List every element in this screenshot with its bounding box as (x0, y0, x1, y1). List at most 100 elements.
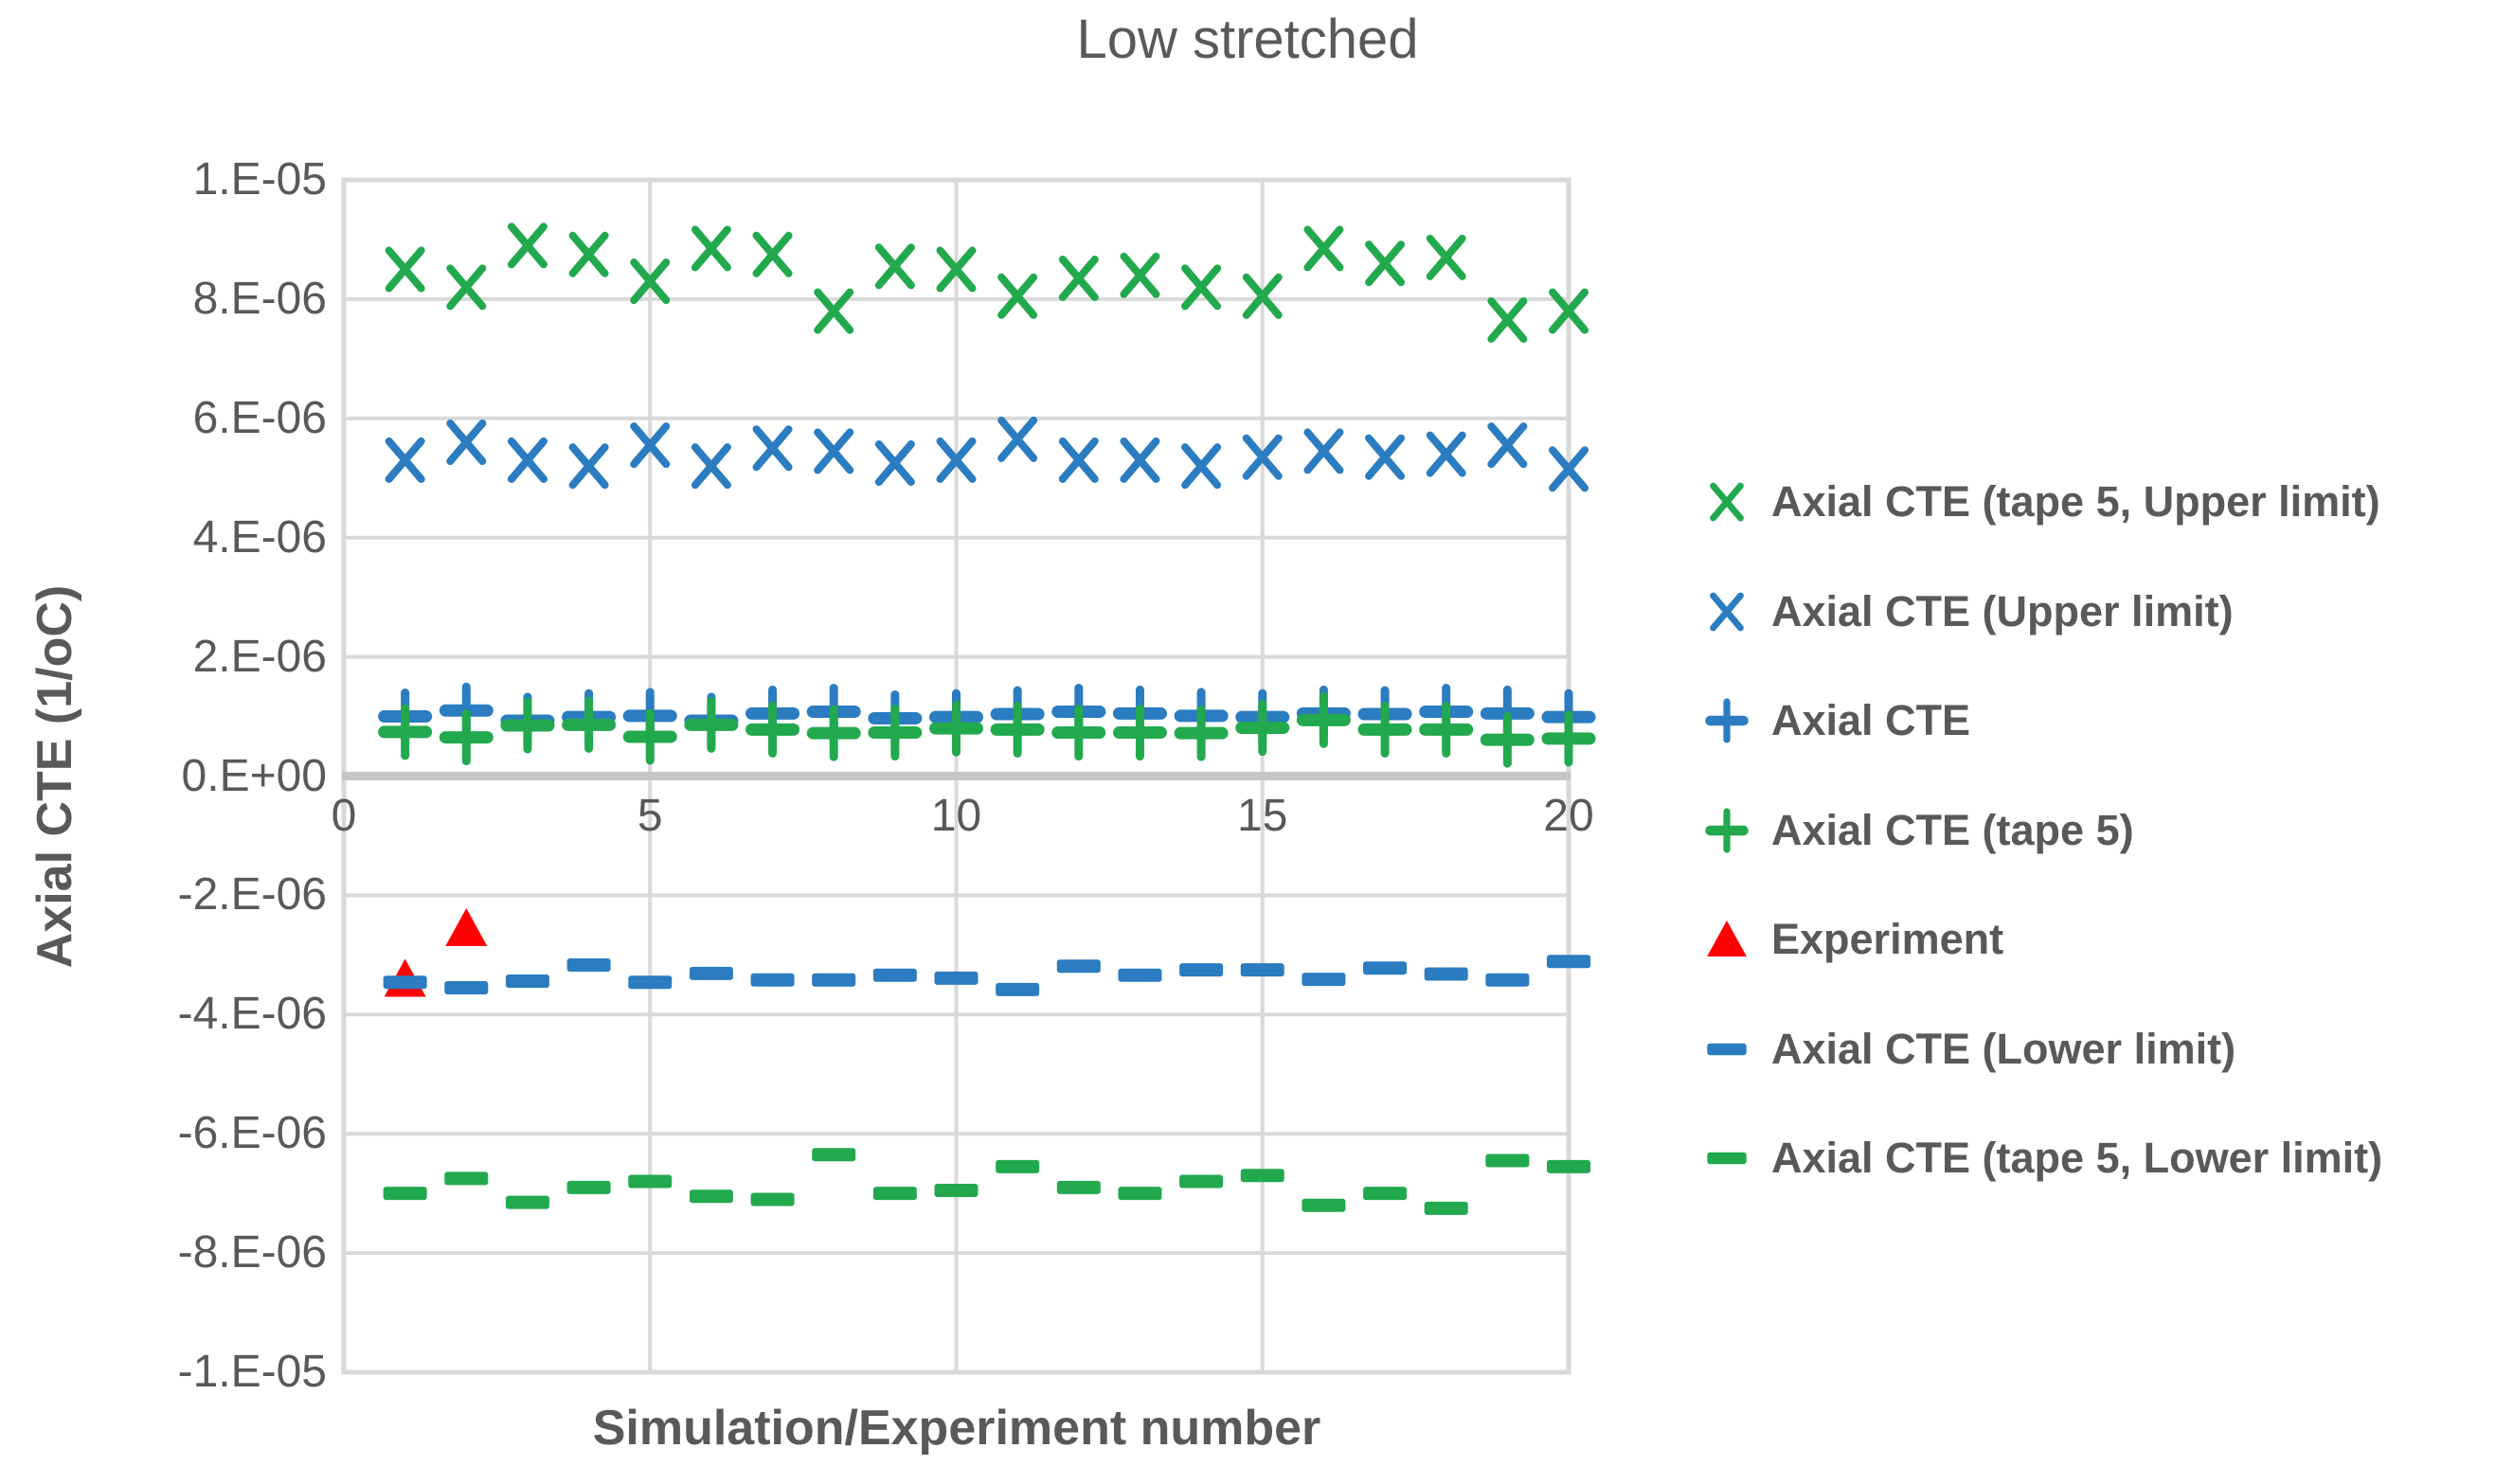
marker-point-series-5 (1363, 961, 1408, 975)
marker-point-series-5 (1056, 959, 1101, 974)
marker-point-series-6 (566, 1180, 611, 1194)
marker-point-series-1 (1549, 446, 1589, 492)
legend-label: Experiment (1771, 915, 2004, 963)
marker-point-series-5 (996, 982, 1040, 996)
x-tick-label: 10 (930, 790, 982, 841)
marker-point-series-0 (1549, 288, 1589, 334)
legend-marker-x-cross-icon (1710, 482, 1744, 522)
legend-label: Axial CTE (tape 5, Upper limit) (1771, 477, 2380, 526)
marker-point-series-1 (874, 440, 915, 487)
y-tick-label: 8.E-06 (192, 273, 327, 324)
chart-title: Low stretched (1076, 9, 1419, 70)
marker-point-series-1 (1365, 434, 1406, 480)
marker-point-series-1 (446, 419, 487, 465)
marker-point-series-5 (1485, 973, 1530, 987)
legend-glyph (1710, 482, 1744, 522)
x-tick-label: 20 (1543, 790, 1594, 841)
marker-point-series-5 (1302, 973, 1346, 987)
y-tick-label: 4.E-06 (192, 511, 327, 563)
marker-point-series-1 (385, 437, 425, 483)
marker-point-series-6 (689, 1189, 733, 1204)
marker-point-series-6 (1240, 1169, 1284, 1183)
marker-point-series-0 (385, 246, 425, 293)
marker-point-series-6 (934, 1184, 979, 1198)
marker-point-series-0 (1303, 225, 1344, 272)
legend: Axial CTE (tape 5, Upper limit) Axial CTE… (1697, 0, 2496, 1484)
marker-point-series-6 (1424, 1201, 1468, 1215)
marker-point-series-0 (997, 273, 1038, 319)
marker-point-series-0 (814, 288, 854, 334)
marker-point-series-5 (1424, 967, 1468, 981)
marker-point-series-6 (812, 1148, 856, 1162)
y-tick-label: 1.E-05 (192, 154, 327, 205)
x-axis-title: Simulation/Experiment number (592, 1401, 1321, 1456)
y-tick-label: -1.E-05 (177, 1347, 327, 1397)
legend-label: Axial CTE (1771, 696, 1971, 744)
marker-point-series-1 (568, 443, 609, 490)
marker-point-series-1 (936, 437, 977, 483)
legend-item: Axial CTE (tape 5, Upper limit) (1697, 473, 2380, 531)
marker-point-series-0 (874, 243, 915, 290)
marker-point-series-6 (1118, 1187, 1162, 1201)
y-tick-label: 0.E+00 (181, 750, 327, 801)
marker-point-series-0 (1058, 255, 1099, 301)
marker-point-series-5 (689, 966, 733, 980)
marker-point-series-1 (814, 428, 854, 474)
legend-item: Axial CTE (Lower limit) (1697, 1020, 2236, 1079)
marker-point-series-0 (752, 231, 793, 277)
marker-point-series-1 (1120, 437, 1160, 483)
marker-point-series-6 (1363, 1187, 1408, 1201)
marker-point-series-5 (628, 975, 673, 990)
marker-point-series-5 (1547, 955, 1590, 969)
marker-point-series-5 (1179, 963, 1224, 977)
marker-point-series-6 (1547, 1159, 1590, 1173)
marker-point-series-5 (1118, 968, 1162, 982)
marker-point-series-5 (444, 980, 489, 994)
marker-point-series-0 (568, 231, 609, 277)
y-tick-label: 6.E-06 (192, 392, 327, 443)
legend-glyph (1707, 1152, 1747, 1165)
marker-point-series-6 (996, 1159, 1040, 1173)
marker-point-series-6 (1485, 1153, 1530, 1168)
legend-marker-dash-icon (1707, 1152, 1747, 1165)
marker-point-series-6 (872, 1187, 917, 1201)
marker-point-series-6 (750, 1192, 795, 1207)
marker-point-series-0 (1487, 296, 1528, 343)
legend-marker-triangle-up-icon (1707, 921, 1747, 957)
marker-point-series-1 (752, 425, 793, 472)
legend-marker-plus-icon (1705, 807, 1749, 853)
marker-point-series-6 (505, 1195, 549, 1209)
legend-glyph (1707, 921, 1747, 957)
y-tick-label: -4.E-06 (177, 989, 327, 1040)
legend-marker-dash-icon (1707, 1043, 1747, 1055)
legend-marker-plus-icon (1705, 698, 1749, 743)
marker-point-series-6 (628, 1174, 673, 1189)
y-tick-label: 2.E-06 (192, 631, 327, 682)
marker-point-series-5 (383, 975, 427, 990)
marker-point-series-0 (936, 246, 977, 293)
marker-point-series-0 (1242, 273, 1283, 319)
legend-marker-x-cross-icon (1710, 592, 1744, 631)
marker-point-series-5 (812, 973, 856, 987)
marker-point-series-1 (1426, 431, 1466, 477)
legend-label: Axial CTE (tape 5, Lower limit) (1771, 1134, 2383, 1182)
marker-point-series-1 (1058, 437, 1099, 483)
marker-point-series-6 (444, 1171, 489, 1186)
marker-point-series-0 (691, 225, 731, 272)
marker-point-series-6 (1056, 1180, 1101, 1194)
legend-item: Axial CTE (Upper limit) (1697, 582, 2234, 641)
x-tick-label: 15 (1237, 790, 1288, 841)
y-tick-label: -2.E-06 (177, 869, 327, 921)
legend-item: Axial CTE (1697, 691, 1970, 750)
marker-point-series-1 (1181, 443, 1222, 490)
marker-point-series-1 (997, 416, 1038, 462)
marker-point-series-6 (1302, 1198, 1346, 1212)
marker-point-series-5 (934, 971, 979, 985)
legend-item: Axial CTE (tape 5) (1697, 801, 2134, 860)
marker-point-series-5 (872, 968, 917, 982)
legend-glyph (1707, 1043, 1747, 1055)
legend-label: Axial CTE (Upper limit) (1771, 586, 2234, 635)
marker-point-series-5 (1240, 963, 1284, 977)
